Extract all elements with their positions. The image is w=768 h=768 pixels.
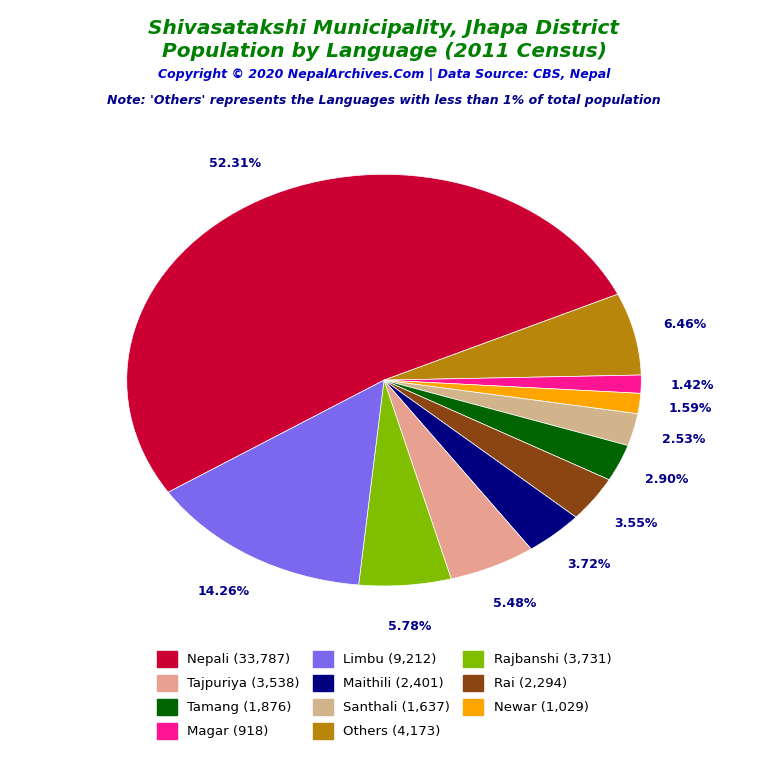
Legend: Nepali (33,787), Tajpuriya (3,538), Tamang (1,876), Magar (918), Limbu (9,212), : Nepali (33,787), Tajpuriya (3,538), Tama…	[151, 644, 617, 746]
Text: Note: 'Others' represents the Languages with less than 1% of total population: Note: 'Others' represents the Languages …	[108, 94, 660, 107]
Wedge shape	[384, 380, 637, 445]
Wedge shape	[384, 380, 531, 579]
Text: Population by Language (2011 Census): Population by Language (2011 Census)	[161, 42, 607, 61]
Text: Shivasatakshi Municipality, Jhapa District: Shivasatakshi Municipality, Jhapa Distri…	[148, 19, 620, 38]
Text: 5.48%: 5.48%	[493, 598, 536, 611]
Text: 14.26%: 14.26%	[197, 584, 250, 598]
Text: 5.78%: 5.78%	[388, 620, 431, 633]
Wedge shape	[384, 380, 609, 517]
Wedge shape	[384, 294, 641, 380]
Text: 1.59%: 1.59%	[669, 402, 713, 415]
Wedge shape	[384, 380, 641, 414]
Text: 6.46%: 6.46%	[663, 318, 707, 331]
Text: 3.72%: 3.72%	[567, 558, 611, 571]
Text: 2.90%: 2.90%	[645, 473, 688, 486]
Text: Copyright © 2020 NepalArchives.Com | Data Source: CBS, Nepal: Copyright © 2020 NepalArchives.Com | Dat…	[157, 68, 611, 81]
Wedge shape	[359, 380, 452, 586]
Text: 3.55%: 3.55%	[614, 517, 657, 530]
Text: 52.31%: 52.31%	[209, 157, 261, 170]
Text: 2.53%: 2.53%	[662, 433, 705, 446]
Wedge shape	[384, 380, 628, 480]
Wedge shape	[168, 380, 384, 585]
Wedge shape	[384, 375, 641, 393]
Wedge shape	[127, 174, 617, 492]
Wedge shape	[384, 380, 576, 549]
Text: 1.42%: 1.42%	[671, 379, 714, 392]
